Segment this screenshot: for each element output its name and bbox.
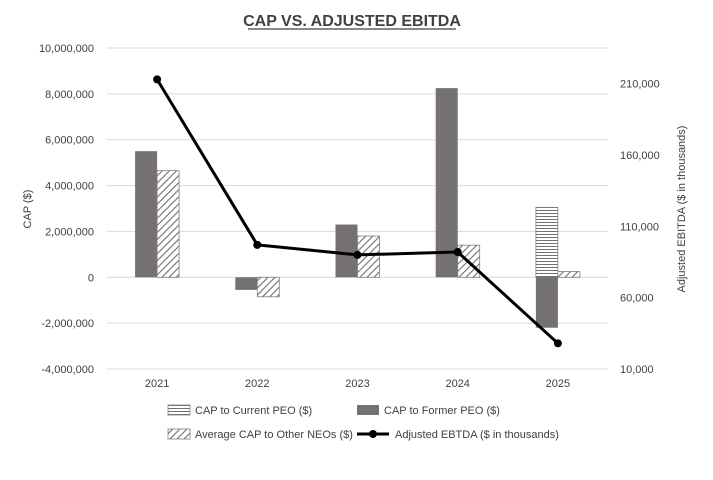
bar-solid — [235, 277, 258, 290]
y-left-tick-label: 6,000,000 — [45, 135, 94, 147]
x-tick-label: 2025 — [546, 378, 570, 390]
y-left-axis-title: CAP ($) — [22, 190, 34, 229]
legend-swatch-diagonal — [167, 428, 191, 440]
ebitda-line — [155, 78, 559, 345]
ebitda-point — [153, 75, 162, 84]
legend-label: Adjusted EBTDA ($ in thousands) — [395, 429, 559, 441]
legend-swatch-horizontal — [167, 404, 191, 416]
y-left-tick-label: 10,000,000 — [39, 43, 94, 55]
y-right-tick-label: 110,000 — [620, 221, 659, 233]
y-left-tick-label: 0 — [88, 272, 94, 284]
x-tick-label: 2022 — [245, 378, 269, 390]
ebitda-point — [353, 250, 362, 259]
bar-solid — [135, 151, 158, 278]
bar-solid — [435, 88, 458, 278]
legend-label: CAP to Current PEO ($) — [195, 405, 312, 417]
bar-solid — [535, 277, 558, 328]
legend-swatch-solid — [357, 405, 379, 415]
legend-label: Average CAP to Other NEOs ($) — [195, 429, 353, 441]
x-tick-label: 2024 — [445, 378, 469, 390]
x-tick-label: 2023 — [345, 378, 369, 390]
y-left-tick-label: -2,000,000 — [41, 318, 94, 330]
y-right-axis-title: Adjusted EBITDA ($ in thousands) — [676, 126, 688, 293]
bar-horizontal — [535, 206, 559, 278]
y-right-tick-label: 60,000 — [620, 293, 654, 305]
y-left-tick-label: -4,000,000 — [41, 364, 94, 376]
bar-solid — [335, 224, 358, 278]
y-right-tick-label: 160,000 — [620, 150, 660, 162]
y-right-tick-label: 10,000 — [620, 364, 654, 376]
ebitda-point — [553, 339, 562, 348]
chart-title: CAP VS. ADJUSTED EBITDA — [243, 13, 461, 30]
y-left-tick-label: 2,000,000 — [45, 226, 94, 238]
bar-diagonal — [557, 271, 581, 278]
y-left-tick-label: 4,000,000 — [45, 181, 94, 193]
ebitda-point — [253, 240, 262, 249]
bar-diagonal — [256, 276, 280, 298]
y-right-tick-label: 210,000 — [620, 79, 660, 91]
legend-label: CAP to Former PEO ($) — [384, 405, 500, 417]
bar-diagonal — [156, 170, 180, 278]
x-tick-label: 2021 — [145, 378, 169, 390]
y-left-tick-label: 8,000,000 — [45, 89, 94, 101]
legend-swatch-point — [369, 430, 377, 438]
ebitda-point — [453, 248, 462, 257]
